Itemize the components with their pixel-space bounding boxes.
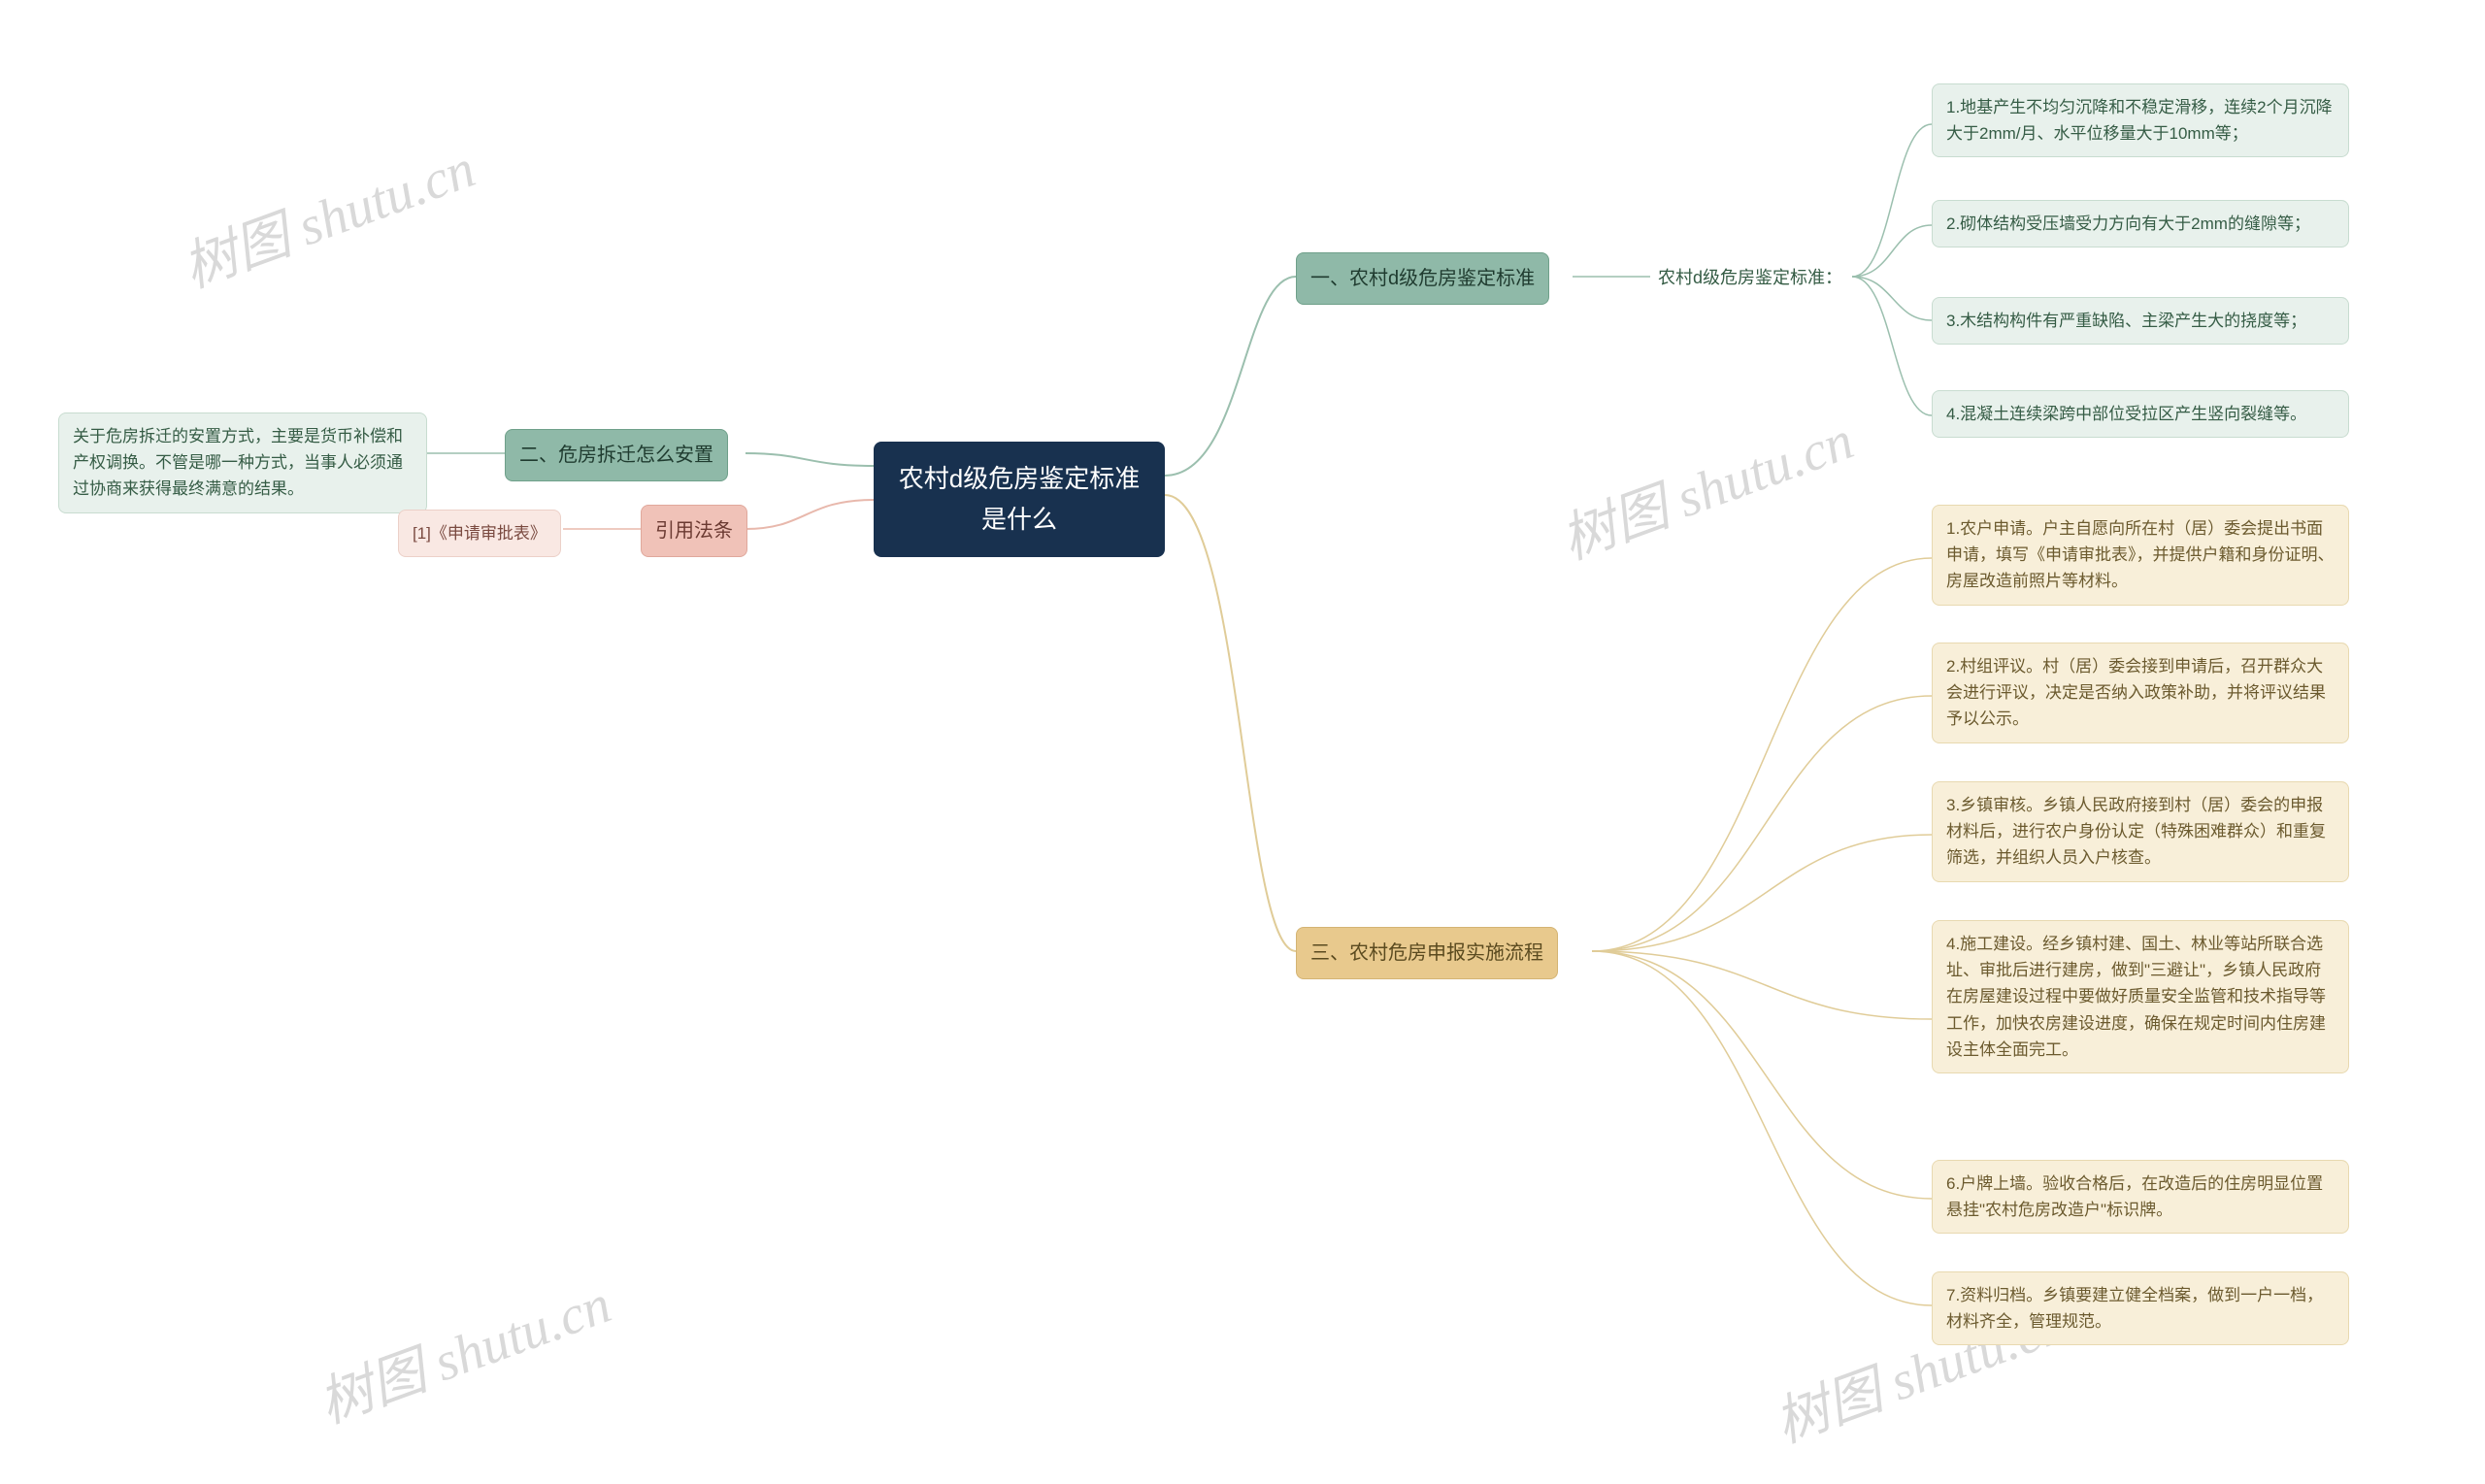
- branch-section4: 引用法条: [641, 505, 747, 557]
- section3-leaf-3: 3.乡镇审核。乡镇人民政府接到村（居）委会的申报材料后，进行农户身份认定（特殊困…: [1932, 781, 2349, 882]
- section1-leaf-2: 2.砌体结构受压墙受力方向有大于2mm的缝隙等；: [1932, 200, 2349, 247]
- branch-section3: 三、农村危房申报实施流程: [1296, 927, 1558, 979]
- branch-section1: 一、农村d级危房鉴定标准: [1296, 252, 1549, 305]
- section1-leaf-4: 4.混凝土连续梁跨中部位受拉区产生竖向裂缝等。: [1932, 390, 2349, 438]
- branch-section2: 二、危房拆迁怎么安置: [505, 429, 728, 481]
- section3-leaf-5: 6.户牌上墙。验收合格后，在改造后的住房明显位置悬挂"农村危房改造户"标识牌。: [1932, 1160, 2349, 1234]
- section1-leaf-3: 3.木结构构件有严重缺陷、主梁产生大的挠度等；: [1932, 297, 2349, 345]
- watermark: 树图 shutu.cn: [307, 1261, 620, 1439]
- section3-leaf-6: 7.资料归档。乡镇要建立健全档案，做到一户一档，材料齐全，管理规范。: [1932, 1271, 2349, 1345]
- section3-leaf-1: 1.农户申请。户主自愿向所在村（居）委会提出书面申请，填写《申请审批表》，并提供…: [1932, 505, 2349, 606]
- section3-leaf-2: 2.村组评议。村（居）委会接到申请后，召开群众大会进行评议，决定是否纳入政策补助…: [1932, 643, 2349, 743]
- section1-leaf-1: 1.地基产生不均匀沉降和不稳定滑移，连续2个月沉降大于2mm/月、水平位移量大于…: [1932, 83, 2349, 157]
- mindmap-canvas: 树图 shutu.cn 树图 shutu.cn 树图 shutu.cn 树图 s…: [0, 0, 2485, 1484]
- section2-leaf: 关于危房拆迁的安置方式，主要是货币补偿和产权调换。不管是哪一种方式，当事人必须通…: [58, 412, 427, 513]
- watermark: 树图 shutu.cn: [171, 125, 484, 304]
- watermark: 树图 shutu.cn: [1549, 397, 1863, 576]
- section3-leaf-4: 4.施工建设。经乡镇村建、国土、林业等站所联合选址、审批后进行建房，做到"三避让…: [1932, 920, 2349, 1073]
- section1-subheading: 农村d级危房鉴定标准：: [1650, 258, 1850, 298]
- section4-leaf: [1]《申请审批表》: [398, 510, 561, 557]
- root-node: 农村d级危房鉴定标准是什么: [874, 442, 1165, 557]
